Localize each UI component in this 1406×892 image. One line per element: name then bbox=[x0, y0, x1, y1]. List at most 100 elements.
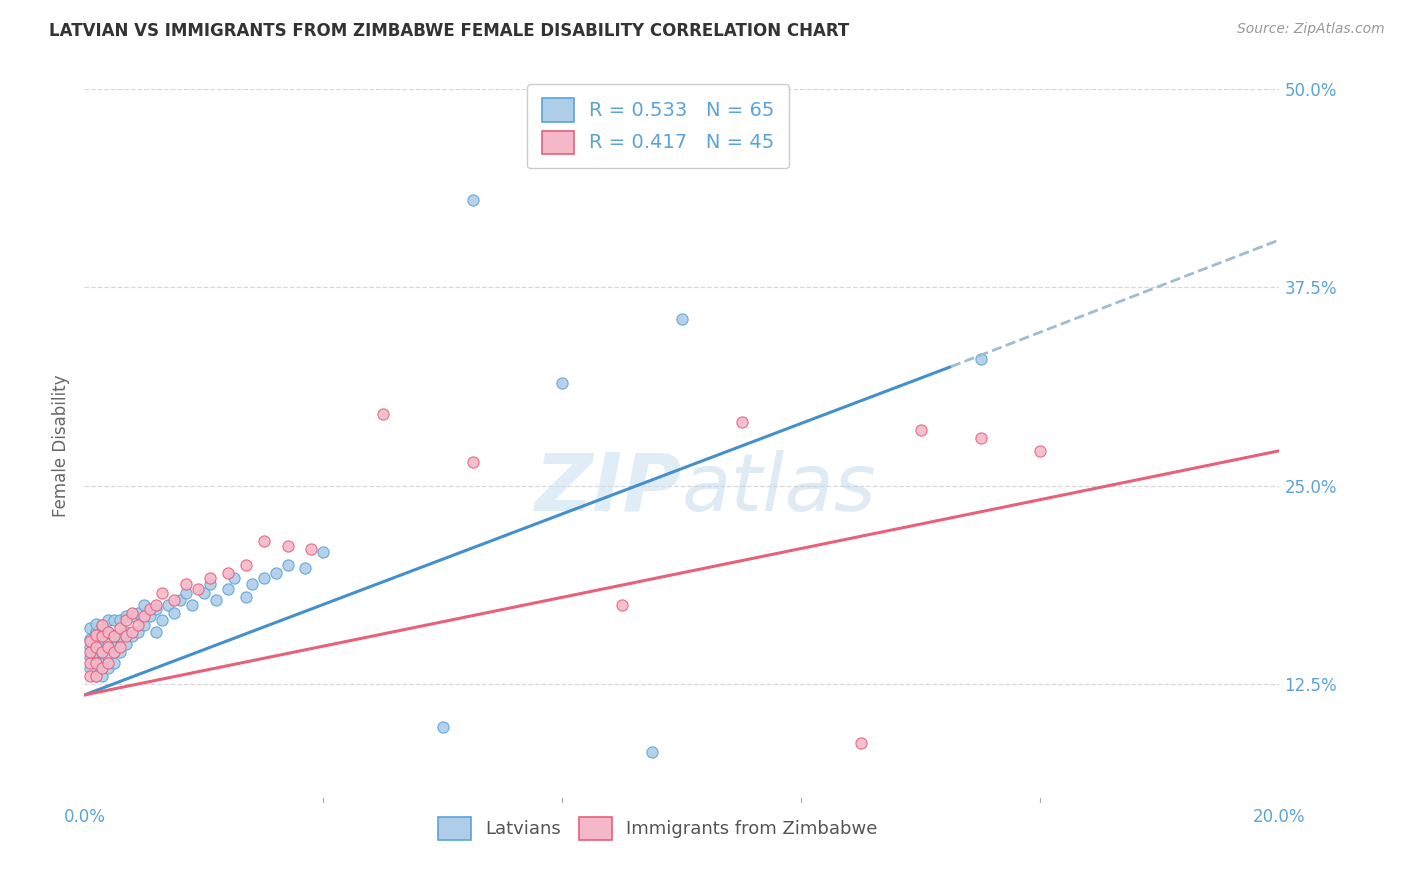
Point bbox=[79, 640, 101, 655]
Point bbox=[121, 608, 143, 623]
Text: atlas: atlas bbox=[682, 450, 877, 528]
Point bbox=[294, 561, 316, 575]
Point bbox=[235, 558, 257, 572]
Point bbox=[169, 592, 191, 607]
Point bbox=[103, 657, 125, 671]
Point bbox=[181, 598, 204, 612]
Point bbox=[79, 632, 101, 647]
Point bbox=[86, 640, 108, 655]
Point bbox=[132, 608, 156, 623]
Point bbox=[150, 614, 173, 628]
Point bbox=[970, 351, 993, 366]
Point bbox=[97, 624, 120, 639]
Point bbox=[86, 645, 108, 659]
Point bbox=[86, 616, 108, 631]
Point bbox=[217, 566, 239, 580]
Point bbox=[132, 618, 156, 632]
Point bbox=[121, 629, 143, 643]
Point bbox=[145, 598, 167, 612]
Point bbox=[910, 423, 932, 437]
Point bbox=[253, 534, 276, 549]
Point bbox=[79, 669, 101, 683]
Point bbox=[103, 629, 125, 643]
Point bbox=[198, 571, 221, 585]
Point bbox=[97, 640, 120, 655]
Point bbox=[86, 624, 108, 639]
Point bbox=[79, 661, 101, 675]
Point bbox=[264, 566, 287, 580]
Point bbox=[97, 614, 120, 628]
Point bbox=[235, 590, 257, 604]
Point bbox=[79, 645, 101, 659]
Legend: Latvians, Immigrants from Zimbabwe: Latvians, Immigrants from Zimbabwe bbox=[432, 810, 884, 847]
Point bbox=[86, 669, 108, 683]
Point bbox=[115, 629, 138, 643]
Point bbox=[86, 657, 108, 671]
Point bbox=[79, 649, 101, 664]
Point bbox=[970, 431, 993, 445]
Point bbox=[731, 415, 754, 429]
Point bbox=[174, 577, 197, 591]
Point bbox=[91, 669, 114, 683]
Point bbox=[97, 649, 120, 664]
Point bbox=[163, 606, 186, 620]
Point bbox=[91, 645, 114, 659]
Point bbox=[277, 539, 299, 553]
Point bbox=[91, 637, 114, 651]
Point bbox=[103, 629, 125, 643]
Point bbox=[121, 624, 143, 639]
Point bbox=[139, 602, 162, 616]
Point bbox=[127, 606, 149, 620]
Point bbox=[301, 542, 323, 557]
Point bbox=[115, 614, 138, 628]
Point bbox=[198, 577, 221, 591]
Point bbox=[97, 624, 120, 639]
Point bbox=[121, 606, 143, 620]
Point bbox=[86, 634, 108, 648]
Point bbox=[86, 653, 108, 667]
Point bbox=[110, 640, 132, 655]
Point bbox=[312, 545, 335, 559]
Text: Source: ZipAtlas.com: Source: ZipAtlas.com bbox=[1237, 22, 1385, 37]
Point bbox=[150, 586, 173, 600]
Point bbox=[115, 637, 138, 651]
Point bbox=[79, 621, 101, 635]
Point bbox=[671, 312, 693, 326]
Point bbox=[110, 621, 132, 635]
Point bbox=[193, 586, 215, 600]
Point bbox=[127, 618, 149, 632]
Point bbox=[79, 634, 101, 648]
Point bbox=[157, 598, 180, 612]
Point bbox=[115, 608, 138, 623]
Point bbox=[240, 577, 263, 591]
Y-axis label: Female Disability: Female Disability bbox=[52, 375, 70, 517]
Point bbox=[461, 455, 484, 469]
Point bbox=[110, 614, 132, 628]
Point bbox=[110, 629, 132, 643]
Point bbox=[174, 586, 197, 600]
Point bbox=[551, 376, 574, 390]
Point bbox=[115, 624, 138, 639]
Point bbox=[103, 614, 125, 628]
Point bbox=[641, 745, 664, 759]
Point bbox=[277, 558, 299, 572]
Point bbox=[127, 624, 149, 639]
Point bbox=[103, 640, 125, 655]
Point bbox=[91, 628, 114, 642]
Point bbox=[91, 629, 114, 643]
Point bbox=[253, 571, 276, 585]
Point bbox=[86, 669, 108, 683]
Point bbox=[163, 592, 186, 607]
Point bbox=[97, 637, 120, 651]
Point bbox=[461, 193, 484, 207]
Point bbox=[91, 657, 114, 671]
Text: LATVIAN VS IMMIGRANTS FROM ZIMBABWE FEMALE DISABILITY CORRELATION CHART: LATVIAN VS IMMIGRANTS FROM ZIMBABWE FEMA… bbox=[49, 22, 849, 40]
Point bbox=[91, 645, 114, 659]
Point bbox=[97, 657, 120, 671]
Point bbox=[432, 720, 454, 734]
Point bbox=[612, 598, 634, 612]
Point bbox=[110, 645, 132, 659]
Point bbox=[145, 602, 167, 616]
Point bbox=[103, 645, 125, 659]
Point bbox=[205, 592, 228, 607]
